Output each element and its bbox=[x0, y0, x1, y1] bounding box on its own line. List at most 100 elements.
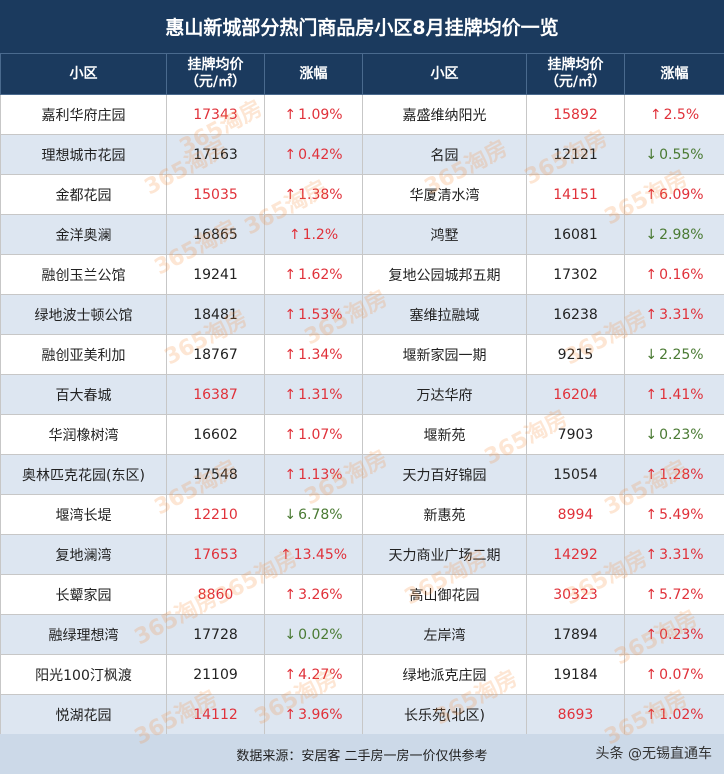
price-change-left: ↑ 1.31% bbox=[264, 374, 363, 415]
arrow-up-icon: ↑ bbox=[645, 666, 658, 683]
community-name-right: 长乐苑(北区) bbox=[362, 694, 527, 735]
author-credit: 头条 @无锡直通车 bbox=[595, 746, 712, 762]
price-change-left: ↑ 4.27% bbox=[264, 654, 363, 695]
arrow-up-icon: ↑ bbox=[284, 146, 297, 163]
listing-price-right: 17894 bbox=[526, 614, 625, 655]
table-row: 华润橡树湾 16602 ↑ 1.07% 堰新苑 7903 ↓ 0.23% bbox=[0, 414, 724, 455]
listing-price-right: 15054 bbox=[526, 454, 625, 495]
change-percent: 1.38% bbox=[298, 186, 343, 203]
listing-price-right: 8693 bbox=[526, 694, 625, 735]
listing-price-left: 17548 bbox=[166, 454, 265, 495]
community-name-left: 阳光100汀枫渡 bbox=[0, 654, 167, 695]
community-name-right: 鸿墅 bbox=[362, 214, 527, 255]
community-name-left: 嘉利华府庄园 bbox=[0, 94, 167, 135]
arrow-up-icon: ↑ bbox=[284, 106, 297, 123]
table-row: 阳光100汀枫渡 21109 ↑ 4.27% 绿地派克庄园 19184 ↑ 0.07% bbox=[0, 654, 724, 695]
arrow-up-icon: ↑ bbox=[645, 466, 658, 483]
arrow-up-icon: ↑ bbox=[284, 706, 297, 723]
price-change-left: ↑ 1.13% bbox=[264, 454, 363, 495]
community-name-right: 万达华府 bbox=[362, 374, 527, 415]
table-row: 绿地波士顿公馆 18481 ↑ 1.53% 塞维拉融域 16238 ↑ 3.31% bbox=[0, 294, 724, 335]
change-percent: 1.34% bbox=[298, 346, 343, 363]
community-name-right: 复地公园城邦五期 bbox=[362, 254, 527, 295]
change-percent: 2.5% bbox=[663, 106, 700, 123]
table-row: 复地澜湾 17653 ↑ 13.45% 天力商业广场二期 14292 ↑ 3.31% bbox=[0, 534, 724, 575]
table-row: 长颦家园 8860 ↑ 3.26% 高山御花园 30323 ↑ 5.72% bbox=[0, 574, 724, 615]
community-name-right: 左岸湾 bbox=[362, 614, 527, 655]
price-change-left: ↑ 13.45% bbox=[264, 534, 363, 575]
listing-price-left: 17163 bbox=[166, 134, 265, 175]
price-change-right: ↓ 0.55% bbox=[624, 134, 724, 175]
community-name-right: 天力百好锦园 bbox=[362, 454, 527, 495]
change-percent: 0.42% bbox=[298, 146, 343, 163]
table-row: 融创亚美利加 18767 ↑ 1.34% 堰新家园一期 9215 ↓ 2.25% bbox=[0, 334, 724, 375]
change-percent: 0.23% bbox=[659, 626, 704, 643]
header-change-right: 涨幅 bbox=[624, 53, 724, 95]
arrow-up-icon: ↑ bbox=[284, 426, 297, 443]
header-price-line2: （元/㎡） bbox=[184, 74, 247, 90]
listing-price-left: 15035 bbox=[166, 174, 265, 215]
arrow-up-icon: ↑ bbox=[288, 226, 301, 243]
table-row: 百大春城 16387 ↑ 1.31% 万达华府 16204 ↑ 1.41% bbox=[0, 374, 724, 415]
header-name-right: 小区 bbox=[362, 53, 527, 95]
price-change-left: ↑ 1.62% bbox=[264, 254, 363, 295]
change-percent: 2.98% bbox=[659, 226, 704, 243]
listing-price-left: 17343 bbox=[166, 94, 265, 135]
price-change-left: ↑ 3.26% bbox=[264, 574, 363, 615]
listing-price-right: 8994 bbox=[526, 494, 625, 535]
arrow-up-icon: ↑ bbox=[645, 506, 658, 523]
table-row: 金都花园 15035 ↑ 1.38% 华厦清水湾 14151 ↑ 6.09% bbox=[0, 174, 724, 215]
listing-price-right: 7903 bbox=[526, 414, 625, 455]
arrow-up-icon: ↑ bbox=[284, 386, 297, 403]
price-change-right: ↑ 6.09% bbox=[624, 174, 724, 215]
change-percent: 3.31% bbox=[659, 546, 704, 563]
community-name-left: 融绿理想湾 bbox=[0, 614, 167, 655]
listing-price-right: 14292 bbox=[526, 534, 625, 575]
arrow-down-icon: ↓ bbox=[645, 346, 658, 363]
change-percent: 6.09% bbox=[659, 186, 704, 203]
price-change-right: ↓ 2.98% bbox=[624, 214, 724, 255]
price-change-left: ↑ 1.38% bbox=[264, 174, 363, 215]
change-percent: 0.16% bbox=[659, 266, 704, 283]
change-percent: 1.09% bbox=[298, 106, 343, 123]
community-name-right: 新惠苑 bbox=[362, 494, 527, 535]
change-percent: 1.31% bbox=[298, 386, 343, 403]
price-change-right: ↑ 0.16% bbox=[624, 254, 724, 295]
community-name-left: 悦湖花园 bbox=[0, 694, 167, 735]
price-change-left: ↑ 3.96% bbox=[264, 694, 363, 735]
change-percent: 1.02% bbox=[659, 706, 704, 723]
table-body: 嘉利华府庄园 17343 ↑ 1.09% 嘉盛维纳阳光 15892 ↑ 2.5% 理想城市花园 1… bbox=[0, 94, 724, 735]
header-price-line2: （元/㎡） bbox=[544, 74, 607, 90]
community-name-left: 百大春城 bbox=[0, 374, 167, 415]
listing-price-left: 12210 bbox=[166, 494, 265, 535]
community-name-right: 华厦清水湾 bbox=[362, 174, 527, 215]
arrow-up-icon: ↑ bbox=[284, 186, 297, 203]
change-percent: 1.2% bbox=[302, 226, 339, 243]
arrow-up-icon: ↑ bbox=[284, 346, 297, 363]
community-name-left: 融创玉兰公馆 bbox=[0, 254, 167, 295]
arrow-up-icon: ↑ bbox=[284, 666, 297, 683]
change-percent: 1.13% bbox=[298, 466, 343, 483]
listing-price-left: 21109 bbox=[166, 654, 265, 695]
listing-price-left: 14112 bbox=[166, 694, 265, 735]
arrow-up-icon: ↑ bbox=[649, 106, 662, 123]
listing-price-left: 18767 bbox=[166, 334, 265, 375]
arrow-up-icon: ↑ bbox=[645, 306, 658, 323]
header-price-line1: 挂牌均价 bbox=[187, 57, 244, 73]
change-percent: 3.31% bbox=[659, 306, 704, 323]
header-name-left: 小区 bbox=[0, 53, 167, 95]
price-change-left: ↑ 1.09% bbox=[264, 94, 363, 135]
community-name-right: 高山御花园 bbox=[362, 574, 527, 615]
listing-price-left: 8860 bbox=[166, 574, 265, 615]
listing-price-left: 17728 bbox=[166, 614, 265, 655]
arrow-up-icon: ↑ bbox=[645, 386, 658, 403]
listing-price-left: 19241 bbox=[166, 254, 265, 295]
price-change-right: ↑ 3.31% bbox=[624, 294, 724, 335]
price-change-right: ↑ 0.07% bbox=[624, 654, 724, 695]
community-name-right: 塞维拉融域 bbox=[362, 294, 527, 335]
change-percent: 13.45% bbox=[293, 546, 348, 563]
change-percent: 0.23% bbox=[659, 426, 704, 443]
community-name-right: 名园 bbox=[362, 134, 527, 175]
price-change-left: ↑ 1.2% bbox=[264, 214, 363, 255]
